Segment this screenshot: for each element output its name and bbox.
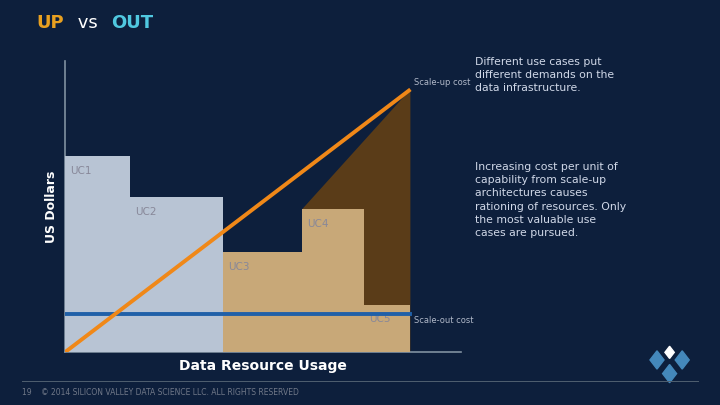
Text: 19    © 2014 SILICON VALLEY DATA SCIENCE LLC. ALL RIGHTS RESERVED: 19 © 2014 SILICON VALLEY DATA SCIENCE LL… [22, 388, 299, 397]
Text: UP: UP [36, 14, 63, 32]
Bar [130, 197, 223, 352]
Polygon shape [665, 346, 674, 358]
Text: OUT: OUT [112, 14, 154, 32]
Bar [302, 209, 364, 352]
Bar [223, 314, 302, 352]
Bar [65, 314, 130, 352]
Text: vs: vs [72, 14, 104, 32]
Text: UC2: UC2 [135, 207, 156, 217]
Bar [65, 156, 130, 352]
Text: UC1: UC1 [70, 166, 91, 176]
Text: Scale-up cost: Scale-up cost [414, 78, 470, 87]
Text: Different use cases put
different demands on the
data infrastructure.: Different use cases put different demand… [475, 57, 614, 93]
Text: UC4: UC4 [307, 219, 329, 228]
Polygon shape [302, 90, 410, 352]
Text: Scale-out cost: Scale-out cost [414, 316, 474, 326]
Polygon shape [675, 351, 689, 369]
Y-axis label: US Dollars: US Dollars [45, 171, 58, 243]
Text: UC5: UC5 [369, 314, 390, 324]
X-axis label: Data Resource Usage: Data Resource Usage [179, 359, 347, 373]
Bar [364, 314, 410, 352]
Bar [223, 252, 302, 352]
Polygon shape [662, 364, 677, 383]
Bar [364, 305, 410, 352]
Bar [302, 314, 364, 352]
Text: Increasing cost per unit of
capability from scale-up
architectures causes
ration: Increasing cost per unit of capability f… [475, 162, 626, 238]
Polygon shape [650, 351, 664, 369]
Text: UC3: UC3 [228, 262, 250, 271]
